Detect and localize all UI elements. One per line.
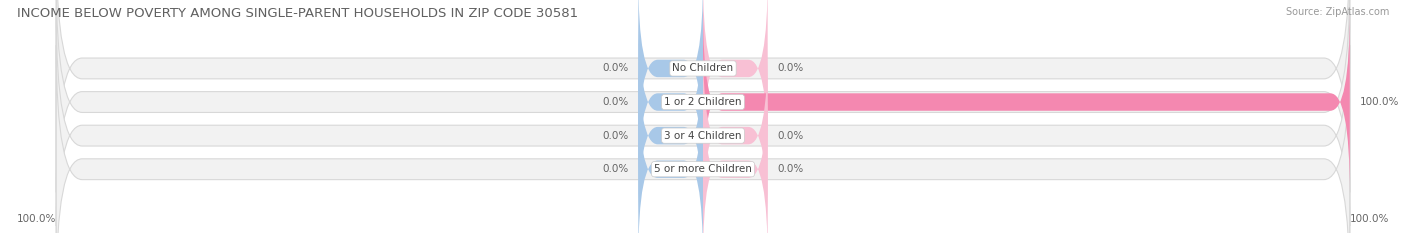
Text: 100.0%: 100.0% bbox=[1350, 214, 1389, 224]
FancyBboxPatch shape bbox=[56, 0, 1350, 192]
Text: 0.0%: 0.0% bbox=[602, 131, 628, 141]
FancyBboxPatch shape bbox=[56, 0, 1350, 226]
FancyBboxPatch shape bbox=[638, 44, 703, 228]
FancyBboxPatch shape bbox=[56, 45, 1350, 233]
Text: 5 or more Children: 5 or more Children bbox=[654, 164, 752, 174]
FancyBboxPatch shape bbox=[703, 10, 1350, 194]
Text: No Children: No Children bbox=[672, 63, 734, 73]
Text: 3 or 4 Children: 3 or 4 Children bbox=[664, 131, 742, 141]
Text: 0.0%: 0.0% bbox=[602, 97, 628, 107]
Text: 100.0%: 100.0% bbox=[1360, 97, 1399, 107]
FancyBboxPatch shape bbox=[703, 44, 768, 228]
FancyBboxPatch shape bbox=[56, 12, 1350, 233]
Text: INCOME BELOW POVERTY AMONG SINGLE-PARENT HOUSEHOLDS IN ZIP CODE 30581: INCOME BELOW POVERTY AMONG SINGLE-PARENT… bbox=[17, 7, 578, 20]
Text: 0.0%: 0.0% bbox=[778, 164, 804, 174]
Text: 1 or 2 Children: 1 or 2 Children bbox=[664, 97, 742, 107]
FancyBboxPatch shape bbox=[638, 10, 703, 194]
Text: 0.0%: 0.0% bbox=[602, 164, 628, 174]
Text: 0.0%: 0.0% bbox=[602, 63, 628, 73]
FancyBboxPatch shape bbox=[703, 77, 768, 233]
Text: Source: ZipAtlas.com: Source: ZipAtlas.com bbox=[1285, 7, 1389, 17]
FancyBboxPatch shape bbox=[638, 0, 703, 161]
FancyBboxPatch shape bbox=[703, 0, 768, 161]
FancyBboxPatch shape bbox=[638, 77, 703, 233]
Text: 0.0%: 0.0% bbox=[778, 63, 804, 73]
Text: 100.0%: 100.0% bbox=[17, 214, 56, 224]
Text: 0.0%: 0.0% bbox=[778, 131, 804, 141]
